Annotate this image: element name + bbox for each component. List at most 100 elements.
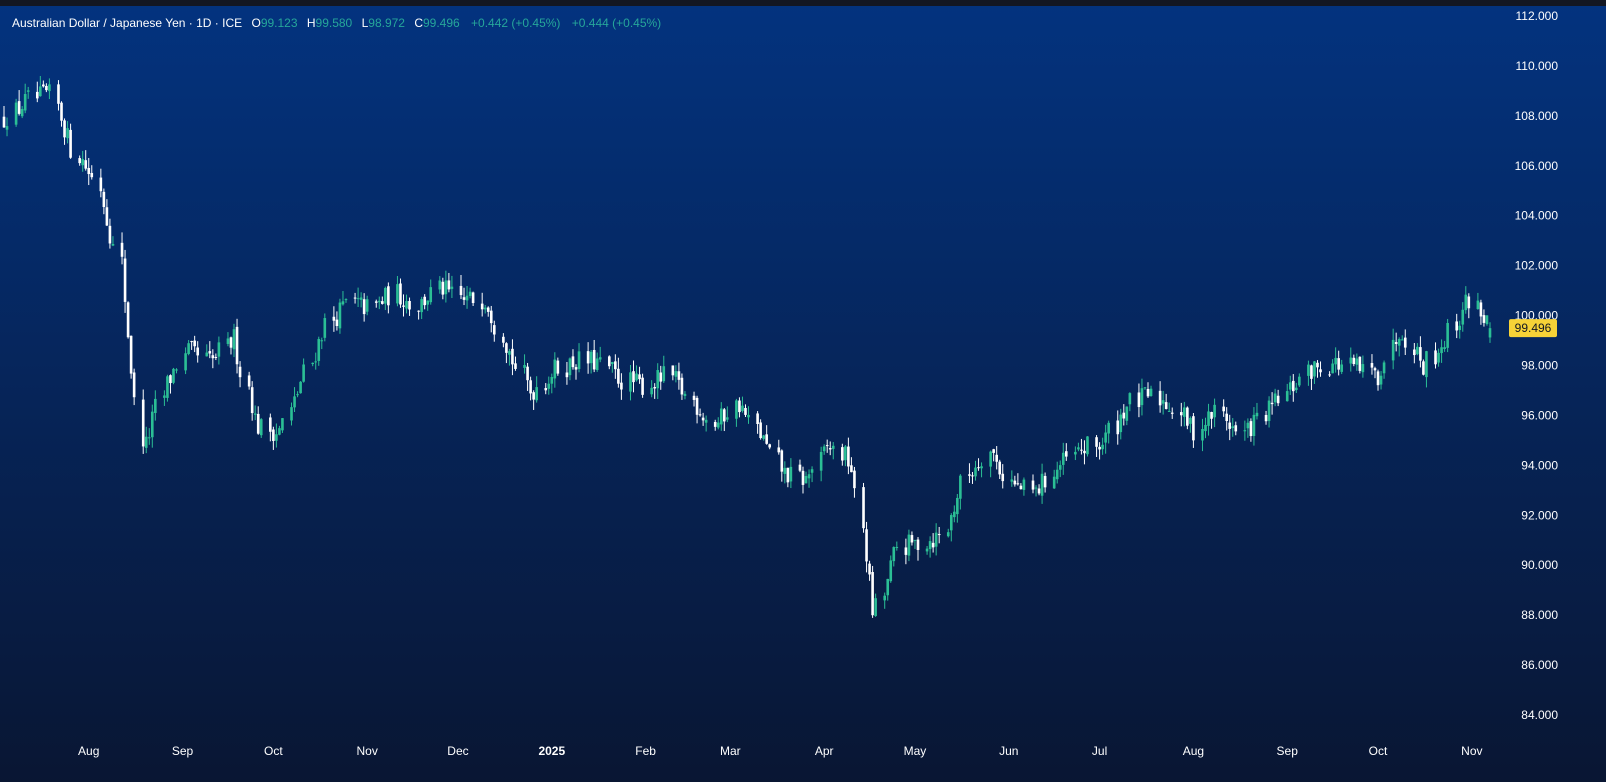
candle-body[interactable]	[526, 366, 529, 381]
candle-body[interactable]	[1373, 368, 1377, 371]
time-axis[interactable]: Aug Sep Oct Nov Dec 2025 Feb Mar Apr May Jun Jul Aug…	[78, 744, 1482, 758]
candle-body[interactable]	[120, 242, 124, 257]
candle-body[interactable]	[84, 160, 88, 169]
candle-body[interactable]	[275, 434, 278, 441]
candle-body[interactable]	[756, 413, 759, 425]
candle-body[interactable]	[553, 359, 557, 379]
candle-body[interactable]	[762, 435, 765, 439]
candle-body[interactable]	[547, 383, 551, 389]
candle-body[interactable]	[892, 547, 896, 562]
candle-body[interactable]	[765, 434, 768, 444]
candle-body[interactable]	[592, 349, 596, 370]
candle-body[interactable]	[402, 305, 405, 307]
candle-body[interactable]	[1101, 444, 1104, 450]
candle-body[interactable]	[1425, 351, 1428, 378]
candle-body[interactable]	[1276, 395, 1280, 404]
candle-body[interactable]	[535, 387, 538, 401]
candle-body[interactable]	[916, 539, 920, 550]
candle-body[interactable]	[1034, 487, 1038, 489]
candle-body[interactable]	[1158, 390, 1162, 406]
candle-body[interactable]	[695, 397, 699, 415]
candle-body[interactable]	[656, 370, 660, 389]
candle-body[interactable]	[405, 301, 408, 309]
candle-body[interactable]	[768, 444, 772, 448]
candle-body[interactable]	[713, 421, 717, 427]
candle-body[interactable]	[332, 316, 336, 321]
candle-body[interactable]	[1246, 422, 1250, 429]
candle-body[interactable]	[850, 465, 853, 473]
candle-body[interactable]	[571, 356, 575, 368]
candle-body[interactable]	[804, 476, 808, 484]
candle-body[interactable]	[777, 447, 781, 453]
candle-body[interactable]	[314, 361, 318, 363]
candle-body[interactable]	[126, 302, 130, 338]
candle-body[interactable]	[492, 325, 496, 335]
candle-body[interactable]	[232, 329, 236, 350]
candle-body[interactable]	[247, 375, 251, 387]
candle-body[interactable]	[1376, 371, 1380, 386]
candle-body[interactable]	[1052, 476, 1056, 489]
candle-body[interactable]	[822, 446, 826, 452]
candle-body[interactable]	[1104, 432, 1107, 443]
candle-body[interactable]	[23, 93, 27, 111]
candle-body[interactable]	[323, 318, 327, 338]
candle-body[interactable]	[1095, 437, 1098, 447]
candle-body[interactable]	[1228, 422, 1232, 429]
candle-body[interactable]	[42, 84, 45, 87]
candle-body[interactable]	[396, 284, 399, 304]
candle-body[interactable]	[989, 451, 992, 467]
candle-body[interactable]	[759, 422, 762, 439]
candle-body[interactable]	[1040, 473, 1044, 496]
candle-body[interactable]	[296, 394, 299, 396]
candle-body[interactable]	[1098, 446, 1101, 450]
candle-body[interactable]	[344, 299, 348, 301]
candle-body[interactable]	[81, 159, 84, 166]
candle-body[interactable]	[35, 91, 39, 99]
candle-body[interactable]	[716, 422, 720, 428]
candle-body[interactable]	[934, 532, 938, 547]
candle-body[interactable]	[184, 353, 187, 371]
candle-body[interactable]	[1170, 412, 1174, 414]
candle-body[interactable]	[532, 392, 535, 400]
candle-body[interactable]	[1061, 452, 1065, 465]
candle-body[interactable]	[1337, 358, 1340, 370]
candle-body[interactable]	[853, 470, 856, 489]
candle-body[interactable]	[444, 280, 448, 295]
candle-body[interactable]	[353, 297, 357, 299]
candle-body[interactable]	[956, 497, 959, 515]
candle-body[interactable]	[671, 365, 675, 376]
candle-body[interactable]	[365, 299, 369, 312]
candle-body[interactable]	[154, 398, 157, 414]
candle-body[interactable]	[102, 191, 106, 207]
candle-body[interactable]	[1122, 412, 1126, 419]
candle-body[interactable]	[193, 340, 196, 347]
candle-body[interactable]	[568, 358, 572, 376]
candle-body[interactable]	[659, 372, 663, 382]
candle-body[interactable]	[1167, 410, 1171, 412]
candle-body[interactable]	[1458, 325, 1462, 331]
candle-body[interactable]	[190, 341, 193, 343]
candle-body[interactable]	[825, 445, 829, 447]
candle-body[interactable]	[617, 368, 620, 384]
candle-body[interactable]	[447, 280, 451, 290]
symbol-title[interactable]: Australian Dollar / Japanese Yen · 1D · …	[12, 16, 243, 30]
candle-body[interactable]	[810, 469, 814, 473]
candle-body[interactable]	[895, 546, 899, 548]
candle-body[interactable]	[211, 355, 215, 359]
candle-body[interactable]	[429, 287, 433, 303]
candle-body[interactable]	[529, 380, 532, 394]
candle-body[interactable]	[1001, 473, 1005, 482]
candle-body[interactable]	[502, 336, 505, 343]
candle-body[interactable]	[208, 351, 212, 354]
candle-body[interactable]	[1086, 436, 1089, 455]
candle-body[interactable]	[971, 475, 974, 477]
candle-body[interactable]	[90, 172, 94, 178]
candle-body[interactable]	[1391, 339, 1395, 361]
candle-body[interactable]	[229, 337, 233, 348]
candle-body[interactable]	[1394, 342, 1398, 344]
candle-body[interactable]	[1446, 322, 1449, 348]
candle-body[interactable]	[272, 429, 275, 441]
candle-body[interactable]	[163, 395, 166, 398]
candle-body[interactable]	[187, 343, 190, 355]
candle-body[interactable]	[214, 357, 218, 359]
